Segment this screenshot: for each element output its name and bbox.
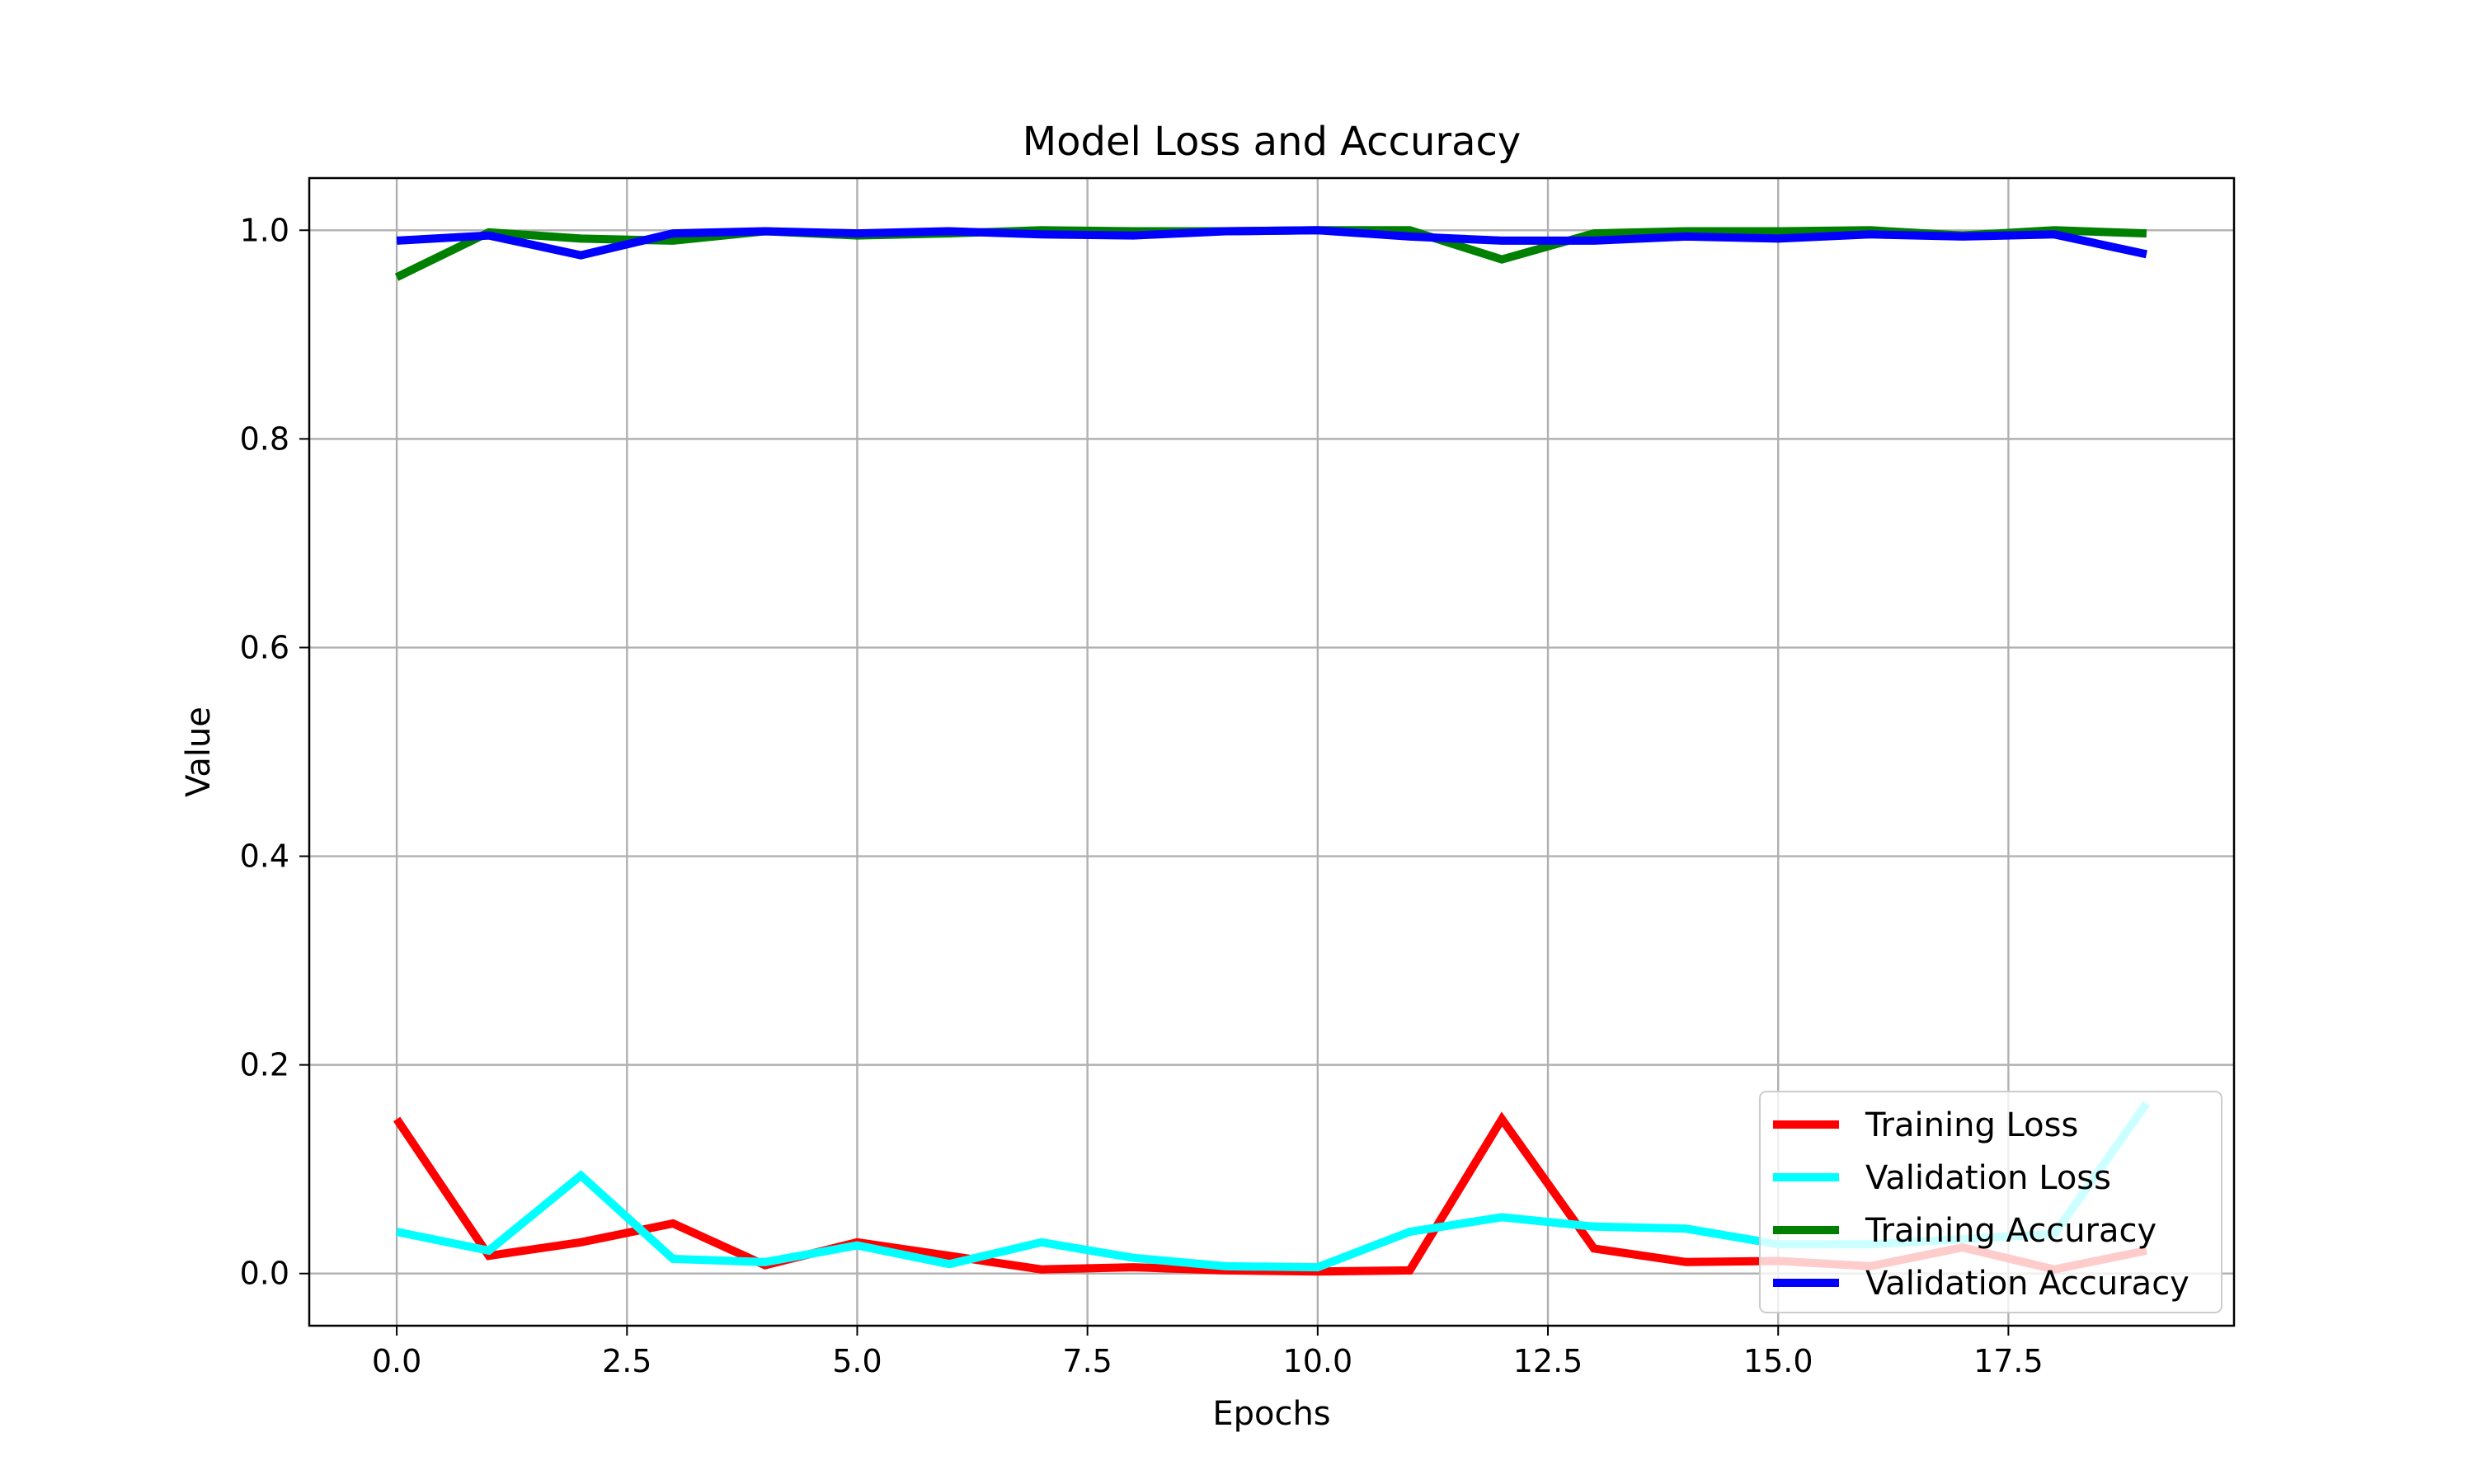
legend-box	[1759, 1091, 2222, 1313]
y-tick-label: 0.2	[240, 1047, 289, 1083]
legend-label: Validation Loss	[1865, 1159, 2111, 1197]
y-tick-label: 1.0	[240, 212, 289, 248]
plot-frame	[308, 176, 2236, 1327]
chart-title: Model Loss and Accuracy	[1023, 119, 1522, 165]
x-tick-label: 0.0	[372, 1343, 421, 1379]
y-tick-label: 0.8	[240, 420, 289, 457]
x-tick-label: 10.0	[1283, 1343, 1353, 1379]
legend: Training Loss Validation Loss Training Acc…	[1759, 1091, 2222, 1313]
legend-label: Training Accuracy	[1865, 1212, 2157, 1250]
x-tick-label: 15.0	[1743, 1343, 1813, 1379]
y-axis-label: Value	[180, 707, 218, 797]
x-axis-label: Epochs	[1212, 1395, 1330, 1433]
legend-label: Training Loss	[1865, 1106, 2078, 1144]
x-tick-label: 7.5	[1062, 1343, 1112, 1379]
y-tick-label: 0.0	[240, 1256, 289, 1292]
x-tick-label: 5.0	[832, 1343, 882, 1379]
tick-layer: 0.0 2.5 5.0 7.5 10.0 12.5 15.0 17.5 0.0 0.2 0.4 0.6…	[240, 212, 2044, 1379]
x-tick-label: 12.5	[1513, 1343, 1583, 1379]
y-tick-label: 0.4	[240, 838, 289, 875]
x-tick-label: 2.5	[602, 1343, 651, 1379]
legend-label: Validation Accuracy	[1865, 1265, 2189, 1303]
y-tick-label: 0.6	[240, 629, 289, 665]
x-tick-label: 17.5	[1973, 1343, 2044, 1379]
series-line-3	[396, 226, 2147, 260]
